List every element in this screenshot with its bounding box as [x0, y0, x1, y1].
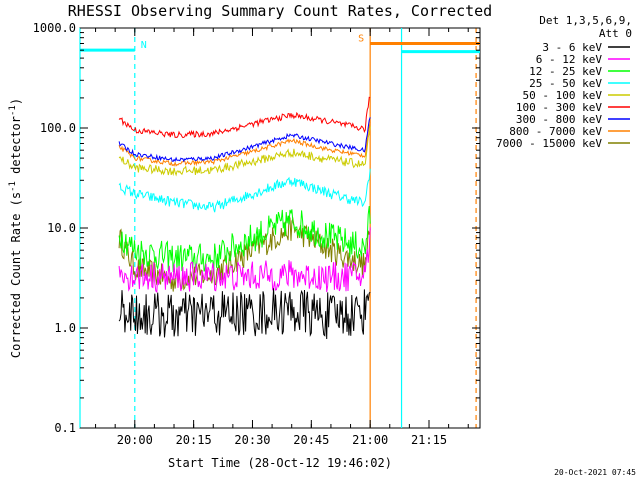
legend-header-line2: Att 0	[599, 27, 632, 40]
series-line	[118, 122, 371, 167]
legend-entry-label: 50 - 100 keV	[523, 89, 603, 102]
series-line	[118, 96, 371, 139]
x-tick-label: 20:30	[234, 433, 270, 447]
legend-entry-label: 6 - 12 keV	[536, 53, 603, 66]
x-tick-label: 20:15	[176, 433, 212, 447]
y-tick-label: 1000.0	[33, 21, 76, 35]
legend-entry-label: 12 - 25 keV	[529, 65, 602, 78]
y-tick-label: 0.1	[54, 421, 76, 435]
legend-entry-label: 300 - 800 keV	[516, 113, 602, 126]
x-tick-label: 20:00	[117, 433, 153, 447]
series-line	[118, 205, 371, 273]
legend-entry-label: 25 - 50 keV	[529, 77, 602, 90]
legend-entry-label: 3 - 6 keV	[542, 41, 602, 54]
series-line	[118, 117, 371, 163]
y-tick-label: 1.0	[54, 321, 76, 335]
series-line	[118, 126, 371, 177]
legend-entry-label: 7000 - 15000 keV	[496, 137, 602, 150]
chart-title: RHESSI Observing Summary Count Rates, Co…	[68, 2, 492, 20]
x-axis-label: Start Time (28-Oct-12 19:46:02)	[168, 456, 392, 470]
tick-layer: 20:00 20:15 20:30 20:45 21:00 21:15 0.1 1.0 10.0…	[33, 21, 480, 447]
timestamp: 20-Oct-2021 07:45	[554, 468, 636, 477]
series-layer	[118, 96, 371, 340]
y-tick-label: 10.0	[47, 221, 76, 235]
series-line	[118, 227, 371, 293]
y-axis-label: Corrected Count Rate (s-1 detector-1)	[8, 98, 23, 358]
x-tick-label: 21:15	[411, 433, 447, 447]
series-line	[118, 288, 371, 340]
x-tick-label: 21:00	[352, 433, 388, 447]
y-tick-label: 100.0	[40, 121, 76, 135]
series-line	[118, 168, 371, 213]
x-tick-label: 20:45	[293, 433, 329, 447]
status-label: N	[141, 40, 147, 51]
legend-header-line1: Det 1,3,5,6,9,	[539, 14, 632, 27]
plot-area	[79, 27, 481, 429]
marker-layer: NS	[79, 28, 480, 428]
legend-entry-label: 100 - 300 keV	[516, 101, 602, 114]
legend-entry-label: 800 - 7000 keV	[509, 125, 602, 138]
status-label: S	[358, 33, 364, 44]
